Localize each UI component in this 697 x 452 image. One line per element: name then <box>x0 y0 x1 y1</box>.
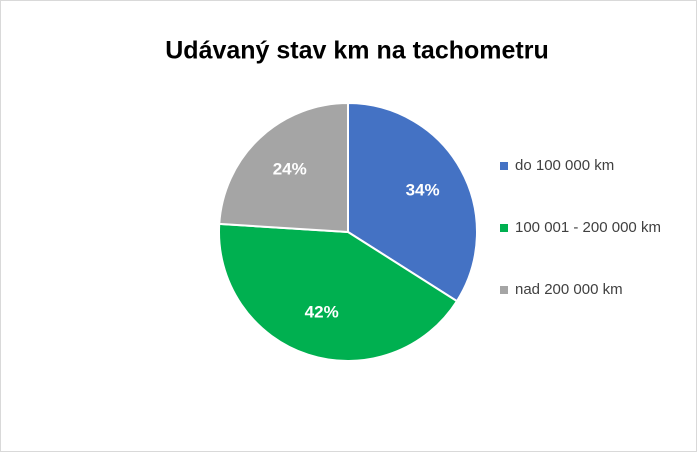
data-label: 24% <box>273 159 307 178</box>
data-label: 34% <box>406 180 440 199</box>
chart-title: Udávaný stav km na tachometru <box>165 37 548 65</box>
legend-label: do 100 000 km <box>515 157 614 174</box>
legend-swatch <box>500 224 508 232</box>
legend-swatch <box>500 286 508 294</box>
legend-label: 100 001 - 200 000 km <box>515 219 661 236</box>
pie-slice <box>218 222 459 362</box>
pie-slice <box>218 101 349 234</box>
legend-label: nad 200 000 km <box>515 281 623 298</box>
data-label: 42% <box>305 302 339 321</box>
legend-swatch <box>500 162 508 170</box>
